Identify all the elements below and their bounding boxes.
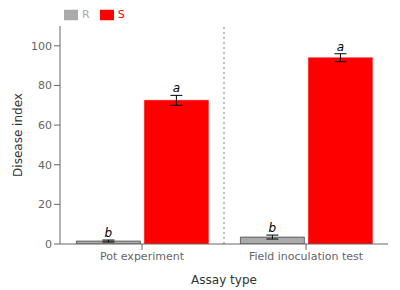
html-text:R: R [82,8,90,21]
svg-text:b: b [105,226,113,240]
svg-text:0: 0 [45,238,52,251]
svg-text:60: 60 [38,119,52,132]
svg-text:100: 100 [31,40,52,53]
svg-text:Disease index: Disease index [11,93,25,177]
svg-text:80: 80 [38,79,52,92]
svg-text:Pot experiment: Pot experiment [100,250,185,263]
html-text:S: S [117,8,125,21]
svg-text:a: a [337,40,344,54]
svg-text:Assay type: Assay type [191,273,257,287]
svg-text:b: b [269,221,277,235]
svg-text:Field inoculation test: Field inoculation test [249,250,364,263]
svg-text:20: 20 [38,198,52,211]
svg-text:a: a [173,81,180,95]
svg-text:40: 40 [38,159,52,172]
